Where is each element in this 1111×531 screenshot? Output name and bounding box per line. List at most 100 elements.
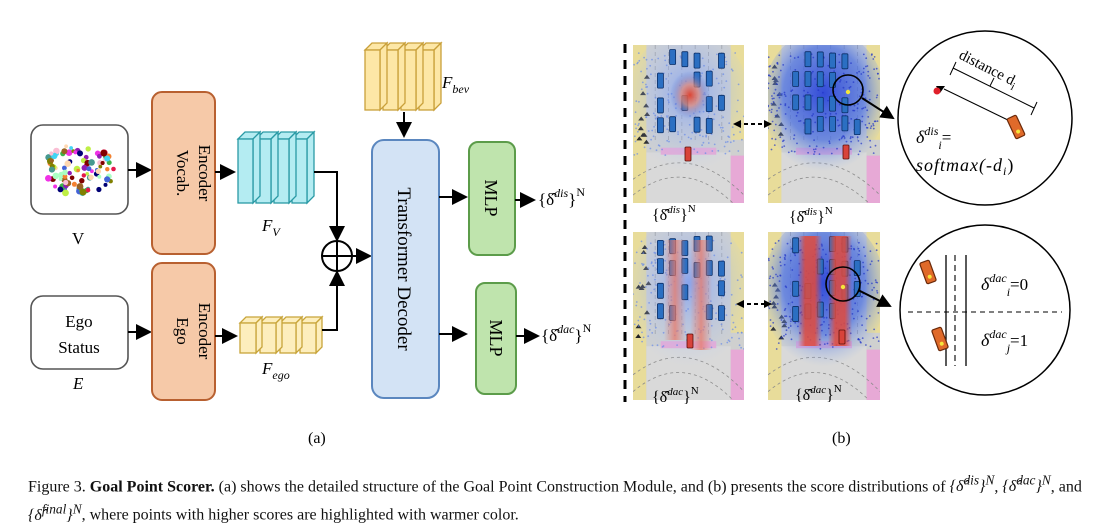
- vocab-point: [79, 178, 85, 184]
- vocab-point: [96, 186, 102, 193]
- vocab-point: [62, 189, 69, 197]
- vocab-encoder-line2: Encoder: [195, 145, 214, 202]
- vocab-point: [100, 160, 105, 166]
- vocab-point: [49, 151, 54, 156]
- bev-map-bottom-left: [633, 232, 744, 400]
- arrow-fv-to-sum: [314, 171, 345, 242]
- vehicle-offroad: [931, 326, 949, 352]
- bev-map-top-right: [768, 45, 880, 203]
- vocab-point: [63, 179, 69, 186]
- vehicle-drivable: [919, 259, 937, 285]
- dac-detail-circle: δdaci=0 δdacj=1: [899, 224, 1071, 396]
- panel-a-label: (a): [308, 430, 326, 447]
- panel-b-label: (b): [832, 430, 851, 447]
- vocabulary-input-box: [30, 124, 129, 215]
- zoom-arrow-bottom: [857, 289, 892, 307]
- vocab-point: [97, 174, 102, 179]
- caption-dac-set: {δ̂dac}N: [1002, 473, 1051, 496]
- vocab-encoder-line1: Vocab.: [173, 150, 192, 196]
- figure-canvas: V Ego Status E Vocab. Encoder Ego Encode…: [30, 30, 1073, 447]
- zoom-circle-bottom: [825, 266, 861, 302]
- ego-encoder-line1: Ego: [173, 317, 192, 344]
- vocab-point: [65, 149, 73, 156]
- vocab-point: [69, 175, 75, 181]
- vocab-point: [53, 184, 58, 189]
- vocab-point: [58, 177, 63, 182]
- caption-final-set: {δ̂final}N: [28, 501, 82, 524]
- map-bl-label: {δ̂dac}N: [652, 385, 699, 406]
- zoom-circle-top: [832, 74, 864, 106]
- vocab-point: [103, 182, 108, 187]
- vocab-point: [45, 175, 52, 182]
- mlp-bottom-block: MLP: [475, 282, 517, 395]
- fv-label: FV: [261, 216, 281, 239]
- vocab-point: [53, 147, 60, 155]
- output-dis-label: {δ̂dis}N: [538, 185, 585, 209]
- vocabulary-point-cloud: [45, 144, 116, 197]
- map-tr-label: {δ̂dis}N: [789, 205, 833, 226]
- feature-slice: [237, 138, 254, 204]
- vocab-point: [90, 169, 94, 174]
- fego-feature-stack: [238, 315, 324, 355]
- vocab-point: [48, 166, 55, 173]
- fego-label: Fego: [261, 359, 290, 382]
- feature-slice: [239, 322, 257, 354]
- mlp-top-block: MLP: [468, 141, 516, 256]
- ego-encoder-line2: Encoder: [195, 303, 214, 360]
- transformer-decoder-label: Transformer Decoder: [393, 187, 414, 351]
- vocab-point: [98, 164, 103, 169]
- caption-text-1: (a) shows the detailed structure of the …: [214, 478, 950, 496]
- vocab-point: [62, 169, 68, 176]
- caption-text-4: , where points with higher scores are hi…: [81, 506, 519, 524]
- vocab-point: [79, 188, 87, 196]
- fv-feature-stack: [236, 130, 316, 205]
- map-tl-label: {δ̂dis}N: [652, 203, 696, 224]
- vocab-point: [62, 174, 68, 179]
- figure-caption: Figure 3. Goal Point Scorer. (a) shows t…: [28, 470, 1088, 527]
- fbev-label: Fbev: [441, 73, 470, 96]
- transformer-decoder-block: Transformer Decoder: [371, 139, 440, 399]
- vocab-point: [97, 153, 102, 159]
- vocab-point: [62, 165, 67, 171]
- fbev-feature-stack: [363, 41, 443, 112]
- vocab-point: [105, 167, 110, 172]
- v-label: V: [72, 229, 85, 248]
- sum-operator: [321, 240, 353, 272]
- vocab-point: [67, 170, 72, 176]
- vocab-point: [85, 146, 91, 152]
- compare-arrow-top: [733, 120, 772, 128]
- vocab-encoder-block: Vocab. Encoder: [151, 91, 216, 255]
- vocab-point: [76, 168, 80, 173]
- caption-prefix: Figure 3.: [28, 478, 90, 496]
- ego-status-box: Ego Status: [30, 295, 129, 370]
- vocab-point: [64, 160, 72, 167]
- vocab-point: [76, 183, 84, 190]
- vocab-point: [81, 173, 87, 178]
- mlp-top-label: MLP: [481, 179, 501, 216]
- bev-map-bottom-right: [768, 232, 880, 400]
- map-br-label: {δ̂dac}N: [795, 383, 842, 404]
- zoom-arrow-top: [861, 97, 895, 120]
- arrow-fego-to-sum: [322, 270, 345, 331]
- ego-status-line2: Status: [58, 338, 100, 357]
- vocab-point: [111, 166, 116, 172]
- goal-point-dot: [933, 87, 941, 95]
- vocab-point: [104, 176, 111, 183]
- vocab-point: [81, 164, 88, 171]
- vocab-point: [85, 172, 89, 176]
- vocab-point: [49, 158, 54, 163]
- vocab-point: [73, 150, 78, 155]
- vocab-point: [100, 149, 108, 157]
- vocab-point: [71, 181, 77, 187]
- output-dac-label: {δ̂dac}N: [541, 321, 592, 345]
- vocab-point: [61, 148, 68, 155]
- caption-title: Goal Point Scorer.: [89, 478, 215, 496]
- distance-detail-circle: distance di δdisi= softmax(-di): [897, 30, 1073, 206]
- caption-dis-set: {δ̂dis}N: [949, 473, 995, 496]
- e-label: E: [72, 374, 84, 393]
- vocab-point: [86, 166, 92, 172]
- caption-text-2: ,: [994, 478, 1003, 496]
- ego-encoder-block: Ego Encoder: [151, 262, 216, 401]
- vocab-point: [52, 172, 60, 180]
- ego-vehicle-top: [1006, 114, 1026, 140]
